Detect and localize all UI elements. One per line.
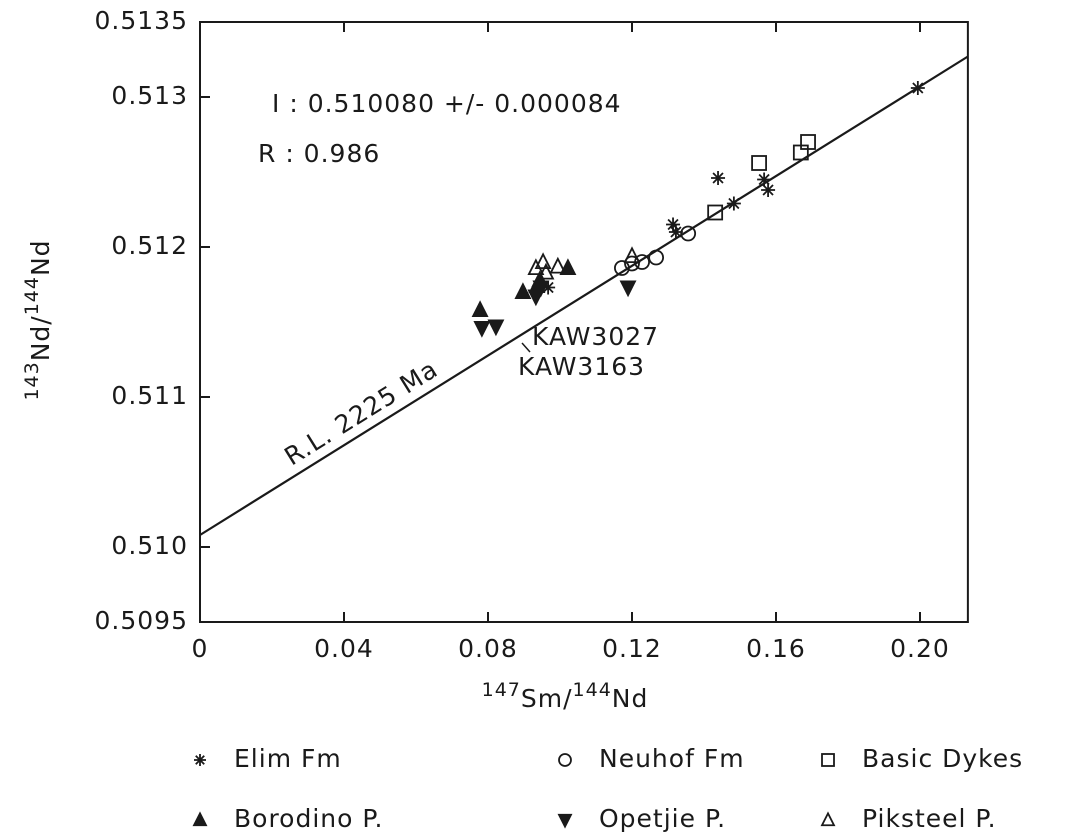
marker [527, 258, 545, 276]
marker [711, 171, 726, 185]
marker [666, 217, 681, 232]
marker [800, 134, 816, 150]
x-tick-label: 0.08 [458, 634, 518, 663]
y-axis-label: 143Nd/144Nd [21, 239, 56, 400]
marker [624, 255, 640, 272]
x-tick-label: 0.20 [890, 634, 950, 663]
marker [532, 280, 550, 298]
marker [471, 300, 489, 318]
marker [557, 813, 573, 829]
plot-frame [199, 21, 969, 623]
y-axis-label-part: Nd/ [26, 315, 55, 361]
marker [761, 183, 776, 197]
marker [558, 753, 572, 767]
marker [757, 172, 772, 187]
marker [534, 252, 552, 270]
marker [614, 260, 630, 276]
marker [194, 754, 206, 766]
marker [648, 249, 665, 266]
x-axis-label-part: 144 [573, 679, 612, 701]
x-tick-label: 0.12 [602, 634, 662, 663]
marker [821, 753, 835, 767]
legend-label: Neuhof Fm [599, 744, 745, 773]
marker [726, 196, 741, 211]
y-axis-label-part: 144 [21, 276, 43, 315]
y-tick-label: 0.512 [111, 231, 188, 260]
annotation: KAW3163 [518, 352, 645, 381]
marker [820, 811, 836, 827]
y-axis-label-part: Nd [26, 239, 55, 276]
x-axis-label-part: 147 [482, 679, 521, 701]
legend-label: Opetjie P. [599, 804, 726, 833]
marker [680, 225, 697, 242]
x-axis-label-part: Sm/ [521, 684, 573, 713]
legend-label: Borodino P. [234, 804, 384, 833]
y-tick-label: 0.511 [111, 381, 188, 410]
legend-label: Piksteel P. [862, 804, 997, 833]
annotation: I : 0.510080 +/- 0.000084 [272, 89, 622, 118]
x-axis-label: 147Sm/144Nd [482, 679, 649, 714]
x-tick-label: 0 [192, 634, 209, 663]
marker [751, 155, 767, 171]
x-tick-label: 0.16 [746, 634, 806, 663]
leader-line [521, 342, 531, 353]
y-tick-label: 0.513 [111, 81, 188, 110]
marker [541, 280, 556, 295]
legend-label: Basic Dykes [862, 744, 1023, 773]
marker [668, 225, 683, 239]
marker [192, 811, 208, 827]
marker [487, 319, 505, 337]
x-axis-label-part: Nd [612, 684, 649, 713]
marker [707, 204, 724, 221]
legend-label: Elim Fm [234, 744, 342, 773]
marker [619, 280, 637, 298]
regression-line [199, 55, 969, 536]
marker [537, 262, 555, 280]
annotation: KAW3027 [532, 322, 659, 351]
y-axis-label-part: 143 [21, 361, 43, 400]
annotation: R : 0.986 [258, 139, 380, 168]
marker [623, 246, 641, 264]
marker [473, 320, 491, 338]
marker [549, 256, 567, 274]
marker [514, 282, 532, 300]
y-tick-label: 0.5135 [95, 6, 188, 35]
y-tick-label: 0.510 [111, 531, 188, 560]
line-label: R.L. 2225 Ma [279, 354, 443, 471]
marker [910, 81, 925, 95]
y-tick-label: 0.5095 [95, 606, 188, 635]
x-tick-label: 0.04 [314, 634, 374, 663]
